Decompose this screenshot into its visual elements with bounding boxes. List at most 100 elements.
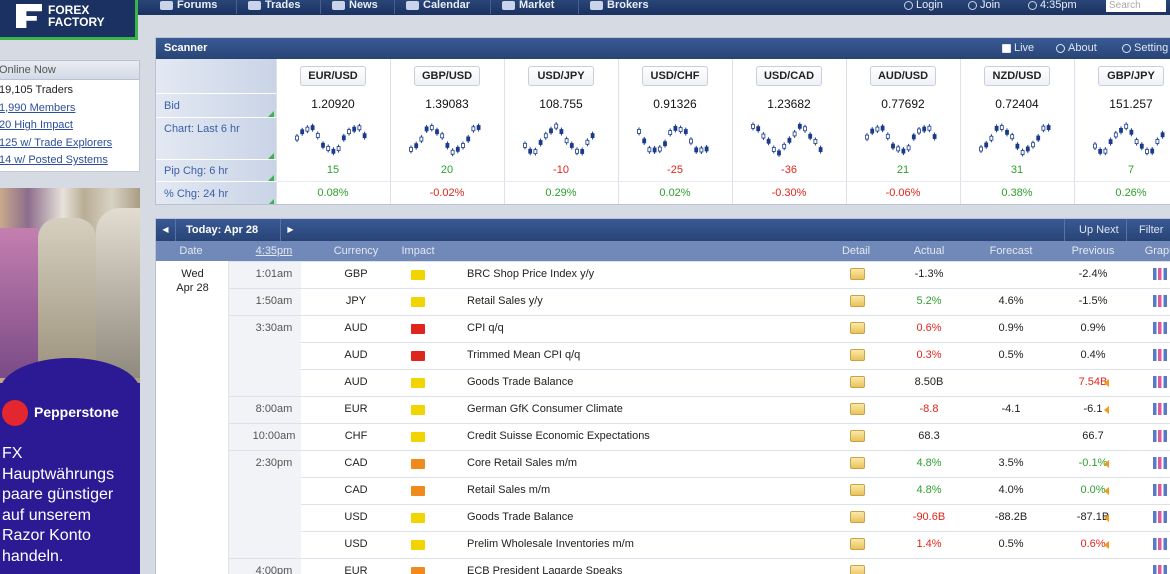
event-title: Goods Trade Balance [467, 376, 574, 388]
nav-link[interactable]: Forums [177, 0, 218, 11]
graph-icon[interactable] [1153, 484, 1167, 496]
pair-button[interactable]: NZD/USD [984, 66, 1050, 86]
scanner-control[interactable]: About [1068, 42, 1097, 54]
candle-body [554, 123, 559, 129]
candle-body [1010, 134, 1015, 140]
nav-link[interactable]: Brokers [607, 0, 649, 11]
nav-link[interactable]: News [349, 0, 378, 11]
graph-icon[interactable] [1153, 322, 1167, 334]
header-control[interactable]: Filter [1126, 219, 1170, 241]
candle-body [1134, 139, 1139, 145]
candle-body [424, 126, 429, 132]
pair-button[interactable]: GBP/JPY [1098, 66, 1164, 86]
pair-button[interactable]: USD/CAD [756, 66, 822, 86]
stat-link[interactable]: 1,990 Members [0, 101, 76, 114]
stat-link[interactable]: 125 w/ Trade Explorers [0, 136, 113, 149]
nav-link[interactable]: Login [916, 0, 943, 11]
logo-text: FACTORY [48, 15, 105, 29]
scanner-control[interactable]: Setting [1134, 42, 1169, 54]
detail-icon[interactable] [850, 538, 865, 550]
graph-icon[interactable] [1153, 295, 1167, 307]
impact-icon [411, 540, 425, 550]
candle-body [1103, 148, 1108, 154]
next-day[interactable]: ▶ [280, 219, 300, 241]
stat-link[interactable]: 20 High Impact [0, 119, 73, 131]
event-title: German GfK Consumer Climate [467, 403, 623, 415]
pair-button[interactable]: USD/JPY [528, 66, 594, 86]
graph-icon[interactable] [1153, 349, 1167, 361]
pair-button[interactable]: GBP/USD [414, 66, 480, 86]
event-time: 8:00am [255, 403, 293, 415]
candle-body [896, 146, 901, 152]
previous-value: -0.1% [1078, 457, 1108, 469]
detail-icon[interactable] [850, 484, 865, 496]
nav-link[interactable]: Trades [265, 0, 301, 11]
impact-icon [411, 486, 425, 496]
detail-icon[interactable] [850, 403, 865, 415]
event-time: 3:30am [255, 322, 293, 334]
pair-button[interactable]: AUD/USD [870, 66, 936, 86]
nav-link[interactable]: 4:35pm [1040, 0, 1077, 11]
pip-change: 20 [440, 164, 454, 176]
ad-text: FX [2, 445, 23, 462]
graph-icon[interactable] [1153, 403, 1167, 415]
scanner-control[interactable]: Live [1014, 42, 1035, 54]
ad-banner[interactable]: Pepperstone FX Hauptwährungs paare günstige… [0, 188, 140, 574]
candle-body [455, 146, 460, 152]
graph-icon[interactable] [1153, 565, 1167, 574]
stat-link[interactable]: 14 w/ Posted Systems [0, 154, 108, 166]
nav-link[interactable]: Join [980, 0, 1001, 11]
sidebar-stats: 19,105 Traders 1,990 Members 20 High Impac… [0, 80, 140, 172]
nav-link[interactable]: Calendar [423, 0, 471, 11]
detail-icon[interactable] [850, 268, 865, 280]
nav-link[interactable]: Market [519, 0, 555, 11]
pct-change: 0.29% [545, 187, 577, 199]
detail-icon[interactable] [850, 295, 865, 307]
candle-body [1124, 123, 1129, 129]
graph-icon[interactable] [1153, 511, 1167, 523]
column-header: Impact [401, 245, 435, 257]
calendar-header [156, 219, 1170, 241]
graph-icon[interactable] [1153, 376, 1167, 388]
detail-icon[interactable] [850, 430, 865, 442]
impact-icon [411, 297, 425, 307]
detail-icon[interactable] [850, 349, 865, 361]
detail-icon[interactable] [850, 376, 865, 388]
ad-text: paare günstiger [2, 486, 114, 504]
search-box[interactable]: Search [1106, 0, 1166, 12]
nav-icon [968, 1, 977, 10]
pair-button[interactable]: EUR/USD [300, 66, 366, 86]
event-title: Prelim Wholesale Inventories m/m [467, 538, 634, 550]
nav-sep [394, 0, 395, 14]
ad-note [96, 208, 140, 378]
graph-icon[interactable] [1153, 268, 1167, 280]
row-divider [1074, 181, 1170, 182]
column-header[interactable]: 4:35pm [255, 245, 293, 257]
row-label: Chart: Last 6 hr [156, 117, 276, 159]
pip-change: -36 [781, 164, 797, 176]
graph-icon[interactable] [1153, 430, 1167, 442]
header-control[interactable]: Up Next [1064, 219, 1126, 241]
detail-icon[interactable] [850, 565, 865, 574]
candle-body [341, 135, 346, 141]
ad-text: Razor Konto [2, 527, 91, 545]
column-header: Graph [1144, 245, 1170, 257]
graph-icon[interactable] [1153, 457, 1167, 469]
pip-change: 21 [896, 164, 910, 176]
bid-price: 151.257 [1109, 97, 1153, 111]
event-currency: CAD [344, 457, 368, 469]
detail-icon[interactable] [850, 511, 865, 523]
row-divider [618, 181, 732, 182]
row-divider [229, 315, 1170, 316]
graph-icon[interactable] [1153, 538, 1167, 550]
row-divider [229, 396, 1170, 397]
row-divider [732, 181, 846, 182]
pair-button[interactable]: USD/CHF [642, 66, 708, 86]
detail-icon[interactable] [850, 457, 865, 469]
candle-body [476, 125, 481, 130]
candle-body [450, 149, 455, 155]
prev-day[interactable]: ◀ [156, 219, 176, 241]
detail-icon[interactable] [850, 322, 865, 334]
candle-body [792, 131, 797, 137]
label-column [156, 59, 276, 204]
